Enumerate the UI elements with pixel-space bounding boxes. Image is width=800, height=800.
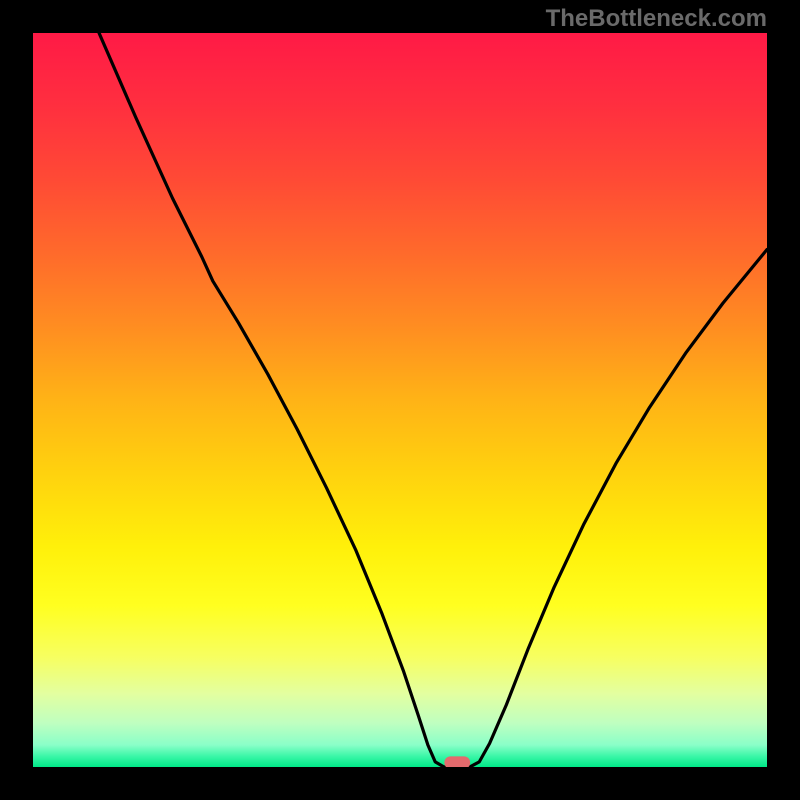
optimal-marker (444, 756, 470, 767)
watermark-text: TheBottleneck.com (546, 5, 767, 33)
gradient-background (33, 33, 767, 767)
bottleneck-chart (33, 33, 767, 767)
chart-container: { "chart": { "type": "line", "canvas": {… (0, 0, 800, 800)
